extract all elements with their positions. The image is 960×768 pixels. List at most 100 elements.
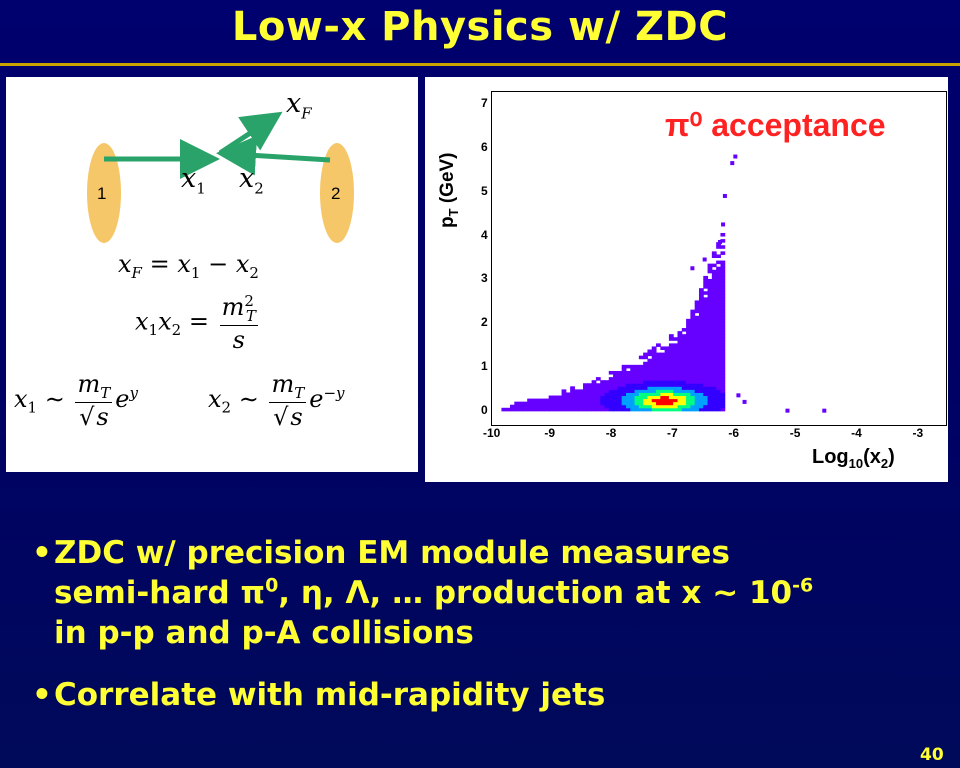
heatmap-cell <box>531 402 536 406</box>
heatmap-cell <box>622 383 627 387</box>
heatmap-cell <box>699 350 704 354</box>
heatmap-cell <box>656 389 661 393</box>
heatmap-cell <box>712 294 717 298</box>
heatmap-cell <box>600 389 605 393</box>
heatmap-cell <box>630 377 635 381</box>
heatmap-cell <box>695 374 700 378</box>
heatmap-cell <box>720 334 725 338</box>
heatmap-cell <box>673 399 678 403</box>
heatmap-cell <box>720 396 725 400</box>
heatmap-cell <box>678 402 683 406</box>
heatmap-cell <box>600 386 605 390</box>
heatmap-cell <box>639 386 644 390</box>
heatmap-cell <box>712 264 717 268</box>
heatmap-cell <box>708 322 713 326</box>
heatmap-cell <box>690 396 695 400</box>
heatmap-cell <box>686 322 691 326</box>
heatmap-cell <box>609 377 614 381</box>
heatmap-cell <box>690 325 695 329</box>
outlier-point <box>721 222 725 226</box>
heatmap-cell <box>574 396 579 400</box>
heatmap-cell <box>574 392 579 396</box>
heatmap-cell <box>695 377 700 381</box>
heatmap-cell <box>695 389 700 393</box>
heatmap-cell <box>574 408 579 412</box>
heatmap-cell <box>656 365 661 369</box>
heatmap-cell <box>669 405 674 409</box>
heatmap-cell <box>583 386 588 390</box>
heatmap-cell <box>527 405 532 409</box>
heatmap-cell <box>617 392 622 396</box>
heatmap-cell <box>686 392 691 396</box>
heatmap-cell <box>716 310 721 314</box>
heatmap-cell <box>699 288 704 292</box>
heatmap-cell <box>699 377 704 381</box>
heatmap-cell <box>673 402 678 406</box>
heatmap-cell <box>695 383 700 387</box>
heatmap-cell <box>720 233 725 237</box>
heatmap-cell <box>656 383 661 387</box>
y-tick-label: 4 <box>481 228 488 242</box>
heatmap-cell <box>712 365 717 369</box>
heatmap-cell <box>596 405 601 409</box>
heatmap-cell <box>583 383 588 387</box>
heatmap-cell <box>712 408 717 412</box>
y-tick-label: 2 <box>481 315 488 329</box>
heatmap-cell <box>712 377 717 381</box>
heatmap-cell <box>708 334 713 338</box>
heatmap-cell <box>703 337 708 341</box>
heatmap-cell <box>703 356 708 360</box>
heatmap-cell <box>592 389 597 393</box>
heatmap-cell <box>665 380 670 384</box>
heatmap-cell <box>712 291 717 295</box>
heatmap-cell <box>643 371 648 375</box>
heatmap-cell <box>665 371 670 375</box>
heatmap-cell <box>665 396 670 400</box>
heatmap-cell <box>716 300 721 304</box>
heatmap-cell <box>630 392 635 396</box>
heatmap-cell <box>699 359 704 363</box>
heatmap-cell <box>669 362 674 366</box>
heatmap-cell <box>570 386 575 390</box>
heatmap-cell <box>669 359 674 363</box>
heatmap-cell <box>540 402 545 406</box>
heatmap-cell <box>660 371 665 375</box>
heatmap-cell <box>686 328 691 332</box>
heatmap-cell <box>647 402 652 406</box>
heatmap-cell <box>720 325 725 329</box>
heatmap-cell <box>716 331 721 335</box>
heatmap-cell <box>716 383 721 387</box>
heatmap-cell <box>716 325 721 329</box>
heatmap-cell <box>536 405 541 409</box>
heatmap-cell <box>682 350 687 354</box>
heatmap-cell <box>712 350 717 354</box>
heatmap-cell <box>652 362 657 366</box>
heatmap-cell <box>716 307 721 311</box>
heatmap-cell <box>669 368 674 372</box>
heatmap-cell <box>716 245 721 249</box>
heatmap-cell <box>617 383 622 387</box>
heatmap-cell <box>656 343 661 347</box>
heatmap-cell <box>660 399 665 403</box>
heatmap-cell <box>699 353 704 357</box>
heatmap-cell <box>703 297 708 301</box>
heatmap-cell <box>652 374 657 378</box>
heatmap-cell <box>712 353 717 357</box>
heatmap-cell <box>673 383 678 387</box>
heatmap-cell <box>678 377 683 381</box>
heatmap-cell <box>716 359 721 363</box>
heatmap-cell <box>635 380 640 384</box>
heatmap-cell <box>600 383 605 387</box>
heatmap-cell <box>720 261 725 265</box>
heatmap-cell <box>639 365 644 369</box>
heatmap-cell <box>716 267 721 271</box>
heatmap-cell <box>665 359 670 363</box>
heatmap-cell <box>613 380 618 384</box>
heatmap-cell <box>712 386 717 390</box>
heatmap-cell <box>639 374 644 378</box>
heatmap-cell <box>639 402 644 406</box>
heatmap-cell <box>673 353 678 357</box>
heatmap-cell <box>708 377 713 381</box>
heatmap-cell <box>660 365 665 369</box>
heatmap-cell <box>690 405 695 409</box>
